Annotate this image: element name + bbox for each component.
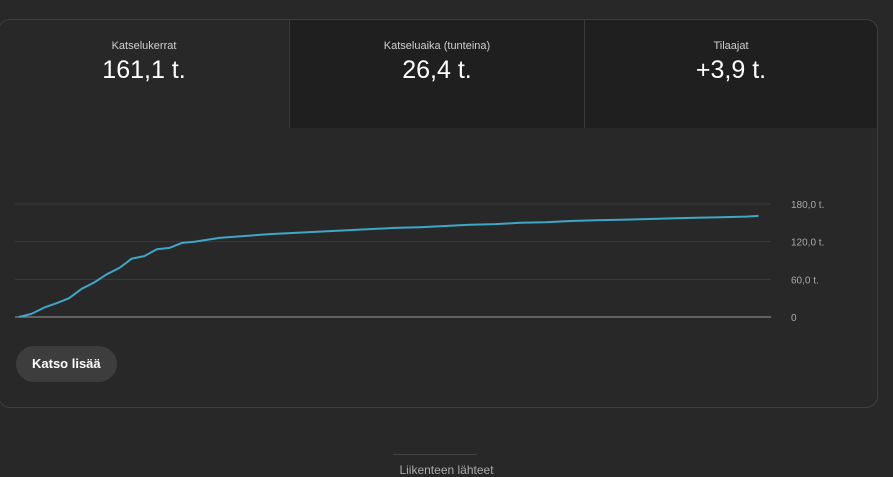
- series-line: [18, 214, 759, 318]
- tab-subscribers-value: +3,9 t.: [695, 56, 767, 84]
- metric-tabs: Katselukerrat 161,1 t. Katseluaika (tunt…: [0, 20, 877, 128]
- tab-subscribers-label: Tilaajat: [713, 40, 749, 52]
- tab-watch-time-value: 26,4 t.: [402, 56, 472, 84]
- tab-watch-time-label: Katseluaika (tunteina): [383, 40, 491, 52]
- analytics-card: Katselukerrat 161,1 t. Katseluaika (tunt…: [0, 19, 878, 408]
- y-tick-label: 60,0 t.: [791, 275, 819, 286]
- see-more-button[interactable]: Katso lisää: [16, 346, 117, 382]
- chart-svg: 060,0 t.120,0 t.180,0 t.051015202530 päi…: [15, 200, 824, 324]
- views-line-chart: 060,0 t.120,0 t.180,0 t.051015202530 päi…: [0, 170, 877, 330]
- traffic-sources-title: Liikenteen lähteet: [399, 463, 494, 477]
- tab-views-label: Katselukerrat: [111, 40, 177, 52]
- section-divider: [393, 454, 477, 455]
- tab-views-value: 161,1 t.: [102, 56, 186, 84]
- tab-subscribers[interactable]: Tilaajat +3,9 t.: [584, 20, 877, 128]
- y-tick-label: 180,0 t.: [791, 200, 824, 211]
- tab-views[interactable]: Katselukerrat 161,1 t.: [0, 20, 289, 128]
- y-tick-label: 120,0 t.: [791, 238, 824, 249]
- y-tick-label: 0: [791, 313, 797, 324]
- tab-watch-time[interactable]: Katseluaika (tunteina) 26,4 t.: [289, 20, 584, 128]
